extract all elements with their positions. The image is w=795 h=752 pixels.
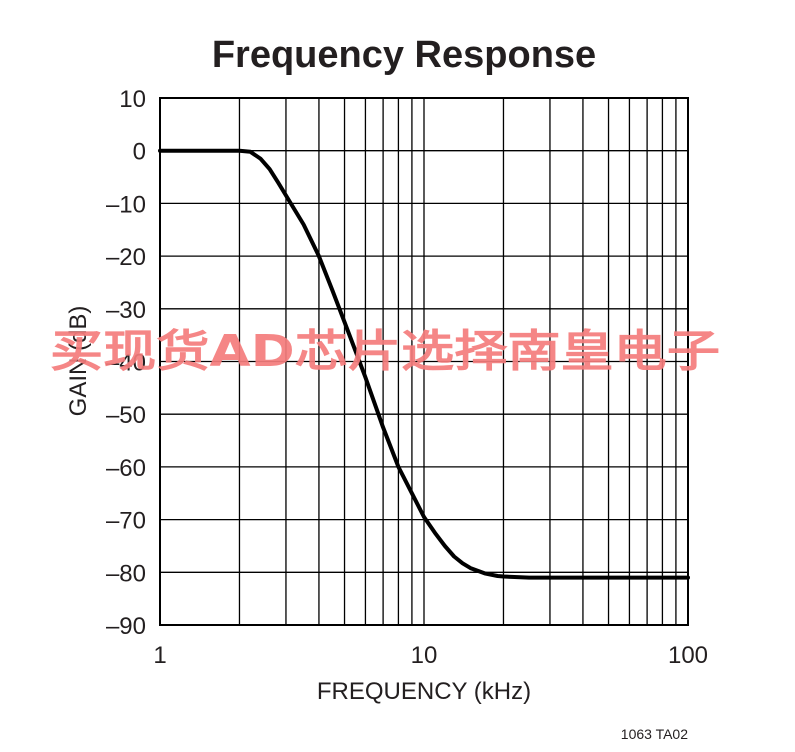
y-tick-labels: 10 0 –10 –20 –30 –40 –50 –60 –70 –80 –90 [106, 86, 146, 640]
y-tick-label: –40 [106, 350, 146, 377]
y-tick-label: 10 [119, 86, 146, 113]
y-tick-label: –50 [106, 402, 146, 429]
x-axis-label: FREQUENCY (kHz) [317, 678, 531, 705]
plot-frame [159, 97, 689, 626]
y-tick-label: –80 [106, 560, 146, 587]
y-tick-label: –30 [106, 297, 146, 324]
y-tick-label: –90 [106, 613, 146, 640]
y-tick-label: –60 [106, 455, 146, 482]
x-tick-labels: 1 10 100 [153, 642, 708, 669]
chart-title: Frequency Response [212, 34, 596, 76]
x-tick-label: 1 [153, 642, 166, 669]
figure-code: 1063 TA02 [621, 726, 688, 742]
y-tick-label: 0 [133, 139, 146, 166]
watermark-text: 买现货AD芯片选择南皇电子 [50, 326, 720, 377]
y-tick-label: –70 [106, 508, 146, 535]
x-tick-label: 10 [411, 642, 438, 669]
y-tick-label: –20 [106, 244, 146, 271]
x-tick-label: 100 [668, 642, 708, 669]
series-line [158, 148, 690, 580]
y-tick-label: –10 [106, 191, 146, 218]
y-axis-label: GAIN (dB) [65, 306, 92, 417]
